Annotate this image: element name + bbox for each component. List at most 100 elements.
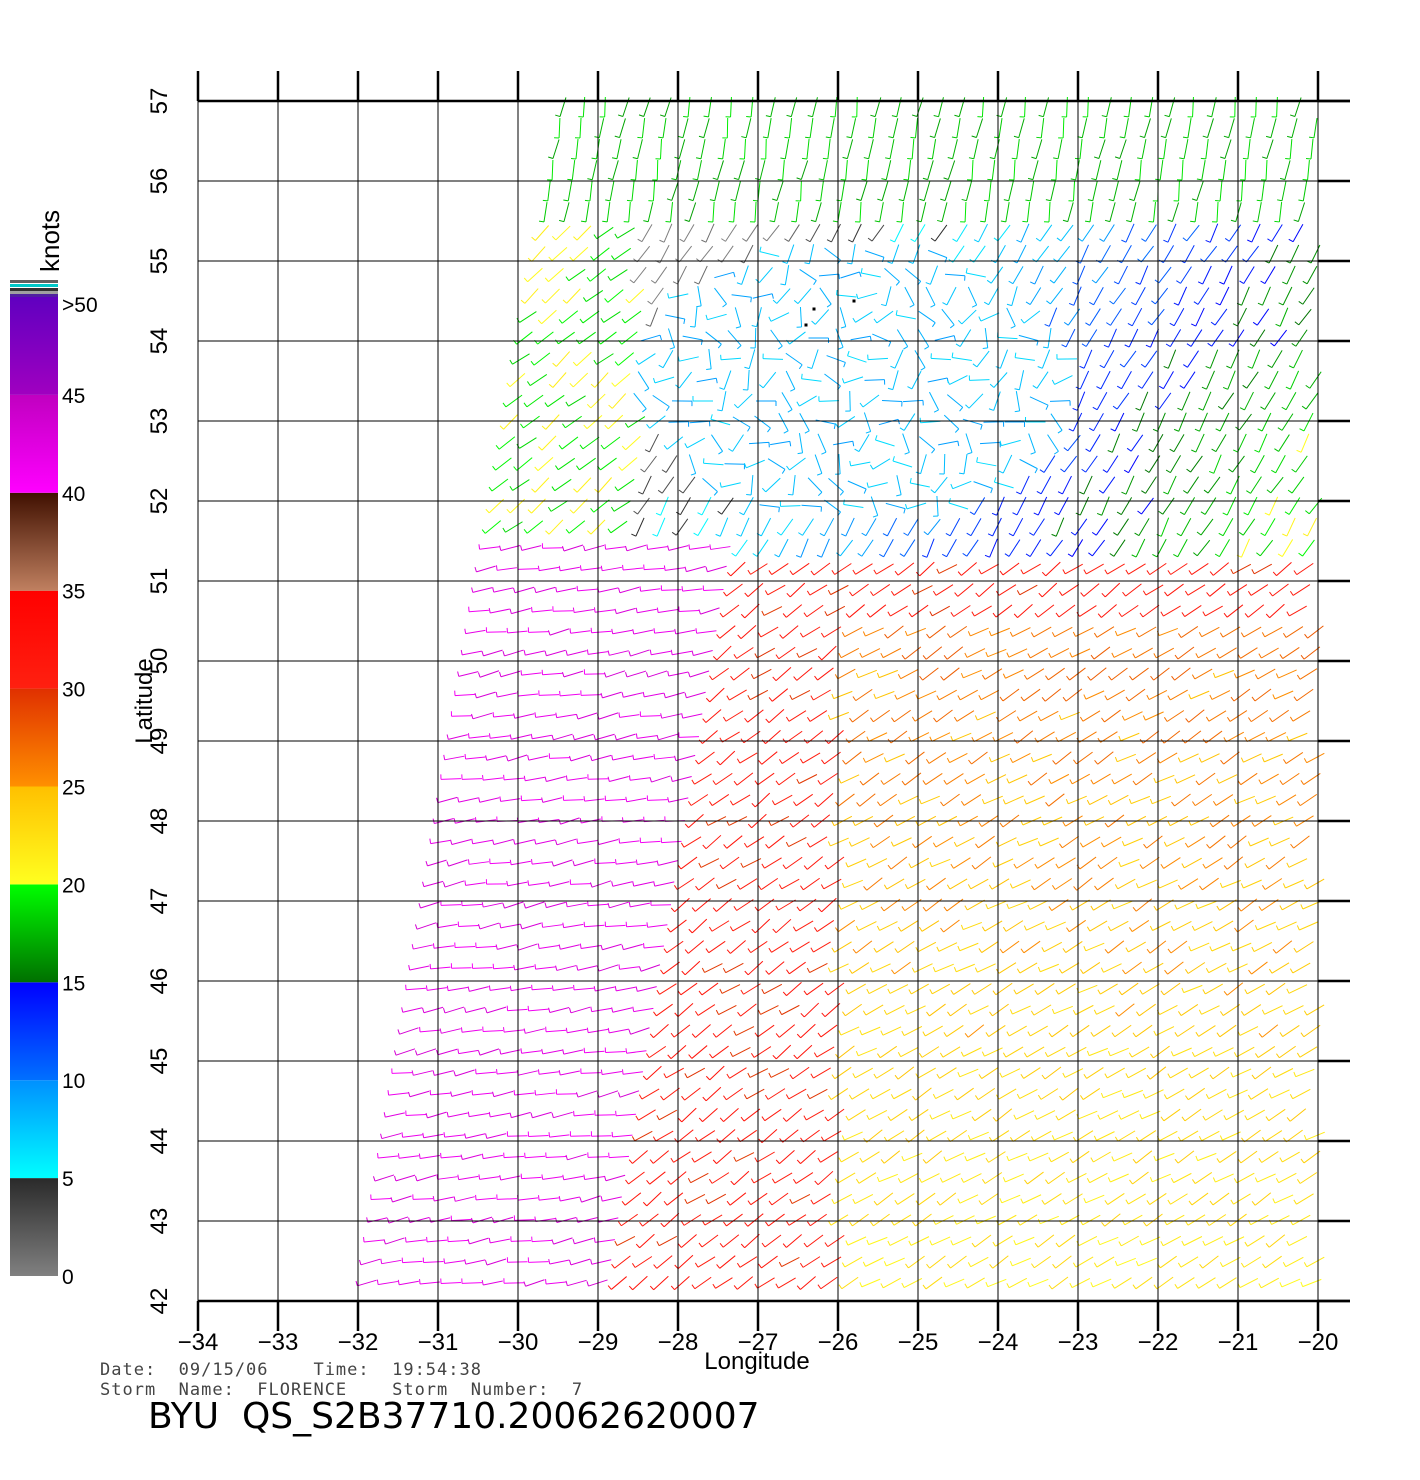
wind-barb-tick [589,882,593,888]
wind-barb [735,1152,755,1162]
wind-barb [1090,667,1107,681]
colorbar-stripe [10,291,58,294]
wind-barb-tick [757,1009,761,1015]
wind-barb [912,244,921,264]
wind-barb [934,335,955,341]
wind-barb-tick [484,1260,488,1266]
wind-barb-tick [701,967,706,973]
wind-barb [938,564,958,574]
wind-barb-tick [799,1262,804,1268]
wind-barb [671,181,679,201]
wind-barb-tick [547,630,551,636]
wind-barb [613,247,632,261]
wind-barb [780,505,801,507]
y-tick-label: 46 [146,968,173,995]
wind-barb [636,245,651,263]
wind-barb [518,693,538,697]
wind-barb-tick [739,511,744,516]
wind-barb [765,477,781,493]
wind-barb-tick [899,427,905,431]
wind-barb-tick [1079,1095,1084,1100]
wind-barb [970,878,989,890]
wind-barb [616,139,622,159]
wind-barb-tick [897,1178,902,1183]
wind-barb [796,793,813,807]
wind-barb-tick [624,672,628,678]
wind-barb [839,539,854,557]
wind-barb-tick [944,257,948,263]
wind-barb-tick [1153,777,1157,783]
wind-barb [633,881,654,887]
wind-barb-tick [471,713,474,719]
wind-barb-tick [1101,115,1107,118]
wind-barb-tick [657,489,663,494]
wind-barb [747,960,764,976]
wind-barb-tick [721,238,726,242]
wind-barb [719,1255,736,1269]
wind-barb [689,546,710,550]
wind-barb-tick [1286,1240,1290,1246]
wind-barb-tick [1059,843,1063,849]
wind-barb [1208,710,1227,722]
wind-barb [692,181,700,201]
wind-barb [1079,370,1090,390]
wind-barb [434,1196,454,1202]
wind-barb-tick [873,693,877,699]
wind-barb-tick [992,1117,997,1122]
wind-barb [600,457,617,471]
wind-barb [1008,181,1014,201]
wind-barb-tick [572,361,577,367]
wind-barb [686,1067,706,1079]
wind-barb [939,1067,957,1079]
wind-barb-tick [672,281,678,285]
wind-barb-tick [741,136,747,139]
wind-barb-tick [1254,799,1258,805]
wind-barb-tick [1099,136,1105,139]
wind-barb-tick [1195,653,1199,659]
wind-barb [816,1046,835,1058]
wind-barb [682,588,703,592]
wind-barb-tick [562,423,566,429]
wind-barb-tick [642,1201,648,1207]
wind-barb-tick [1240,1262,1245,1268]
wind-barb-tick [481,529,486,534]
wind-barb [1191,1192,1209,1206]
wind-barb-tick [555,114,561,118]
wind-barb-tick [460,1154,463,1160]
wind-barb [666,436,684,450]
wind-barb-tick [904,451,910,455]
wind-barb [942,1046,961,1058]
wind-barb [1012,517,1024,537]
wind-barb [497,944,517,950]
wind-barb [827,1234,845,1248]
wind-barb [892,118,899,138]
wind-barb [647,670,668,678]
wind-barb-tick [702,1096,707,1102]
wind-barb [1289,605,1307,617]
wind-barb-tick [425,860,428,867]
wind-barb-tick [919,675,923,681]
wind-barb [871,224,885,242]
wind-barb [938,942,958,952]
wind-barb-tick [880,652,884,658]
wind-barb [1016,139,1020,159]
wind-barb [440,1155,462,1159]
wind-barb [461,903,483,907]
wind-barb [1131,1046,1150,1058]
wind-barb-tick [1212,800,1217,806]
wind-barb-tick [541,922,544,928]
wind-barb [900,1046,919,1058]
wind-barb [551,159,554,181]
wind-barb-tick [1268,968,1273,974]
wind-barb-tick [1188,570,1193,575]
wind-barb-tick [803,612,808,618]
wind-barb-tick [1025,199,1031,202]
wind-barb-tick [1164,969,1169,975]
wind-barb-tick [383,1112,386,1118]
wind-barb [944,273,966,277]
wind-barb-tick [929,611,933,617]
wind-barb [1019,1089,1038,1099]
wind-barb-tick [587,530,592,535]
wind-barb-tick [663,1200,668,1206]
wind-barb [1173,308,1185,326]
